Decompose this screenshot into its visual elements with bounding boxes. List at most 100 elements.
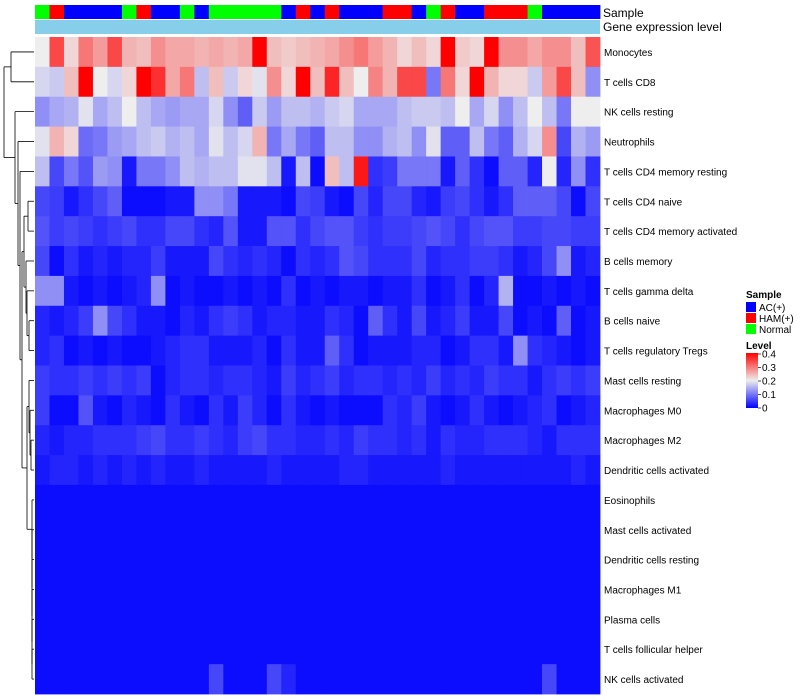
row-label: NK cells resting: [604, 108, 673, 119]
sample-annotation-cell: [571, 5, 586, 19]
heatmap-cell: [165, 484, 181, 516]
heatmap-cell: [121, 664, 137, 695]
heatmap-cell: [571, 604, 586, 635]
heatmap-cell: [556, 634, 572, 665]
heatmap-cell: [339, 664, 355, 695]
heatmap-cell: [397, 186, 413, 217]
heatmap-cell: [397, 66, 413, 98]
legend-entry-label: HAM(+): [759, 314, 794, 325]
legend-swatch: [746, 302, 756, 312]
heatmap-cell: [397, 484, 413, 516]
heatmap-cell: [281, 604, 297, 635]
heatmap-cell: [136, 37, 152, 68]
heatmap-cell: [179, 186, 195, 217]
heatmap-cell: [513, 305, 528, 337]
heatmap-cell: [542, 365, 557, 396]
heatmap-cell: [527, 604, 543, 635]
heatmap-cell: [571, 484, 586, 516]
heatmap-cell: [455, 604, 471, 635]
heatmap-cell: [585, 395, 601, 426]
heatmap-cell: [136, 425, 152, 456]
heatmap-cell: [150, 395, 166, 426]
sample-annotation-cell: [281, 5, 297, 19]
heatmap-cell: [469, 275, 485, 307]
heatmap-cell: [368, 574, 384, 605]
heatmap-cell: [165, 246, 181, 277]
heatmap-cell: [92, 634, 108, 665]
heatmap-cell: [455, 156, 471, 187]
sample-annotation-cell: [397, 5, 413, 19]
heatmap-cell: [63, 305, 79, 337]
heatmap-cell: [281, 664, 297, 695]
heatmap-cell: [571, 425, 586, 456]
heatmap-cell: [78, 186, 94, 217]
sample-annotation-cell: [585, 5, 601, 19]
heatmap-cell: [281, 544, 297, 575]
heatmap-cell: [136, 305, 152, 337]
heatmap-cell: [440, 156, 456, 187]
heatmap-cell: [310, 37, 326, 68]
heatmap-cell: [513, 395, 528, 426]
legend-level-tick-label: 0.4: [762, 350, 776, 361]
heatmap-cell: [295, 66, 311, 98]
heatmap-cell: [426, 156, 442, 187]
heatmap-cell: [194, 395, 210, 426]
heatmap-cell: [49, 66, 65, 98]
sample-annotation-cell: [556, 5, 572, 19]
heatmap-cell: [440, 246, 456, 277]
heatmap-cell: [121, 395, 137, 426]
heatmap-cell: [455, 395, 471, 426]
heatmap-cell: [513, 574, 528, 605]
heatmap-cell: [513, 275, 528, 307]
heatmap-cell: [556, 544, 572, 575]
heatmap-cell: [63, 186, 79, 217]
heatmap-cell: [223, 126, 239, 157]
heatmap-cell: [426, 96, 442, 127]
row-label: Mast cells activated: [604, 526, 691, 537]
heatmap-cell: [368, 544, 384, 575]
heatmap-cell: [92, 156, 108, 187]
heatmap-cell: [237, 514, 253, 546]
heatmap-cell: [237, 275, 253, 307]
heatmap-cell: [35, 365, 50, 396]
heatmap-cell: [571, 126, 586, 157]
heatmap-cell: [455, 455, 471, 486]
heatmap-cell: [310, 66, 326, 98]
heatmap-cell: [571, 186, 586, 217]
sample-annotation-cell: [353, 5, 369, 19]
heatmap-cell: [440, 395, 456, 426]
heatmap-cell: [556, 365, 572, 396]
sample-annotation-cell: [310, 5, 326, 19]
heatmap-cell: [353, 156, 369, 187]
heatmap-cell: [455, 305, 471, 337]
heatmap-cell: [208, 216, 224, 247]
heatmap-cell: [150, 126, 166, 157]
heatmap-cell: [194, 37, 210, 68]
row-label: Dendritic cells activated: [604, 466, 709, 477]
heatmap-cell: [571, 216, 586, 247]
heatmap-cell: [49, 455, 65, 486]
sample-annotation-track: [35, 5, 601, 19]
heatmap-cell: [353, 365, 369, 396]
heatmap-cell: [266, 484, 282, 516]
heatmap-cell: [324, 186, 340, 217]
sample-annotation-cell: [223, 5, 239, 19]
heatmap-cell: [556, 156, 572, 187]
heatmap-cell: [295, 246, 311, 277]
heatmap-cell: [194, 634, 210, 665]
row-label: T cells CD8: [604, 78, 656, 89]
heatmap-cell: [556, 335, 572, 366]
heatmap-cell: [92, 96, 108, 127]
heatmap-cell: [78, 96, 94, 127]
heatmap-cell: [150, 96, 166, 127]
heatmap-cell: [237, 425, 253, 456]
heatmap-cell: [310, 275, 326, 307]
heatmap-cell: [324, 484, 340, 516]
heatmap-cell: [484, 275, 499, 307]
heatmap-cell: [92, 66, 108, 98]
heatmap-cell: [382, 455, 398, 486]
heatmap-cell: [78, 275, 94, 307]
heatmap-cell: [179, 514, 195, 546]
heatmap-cell: [368, 514, 384, 546]
heatmap-cell: [556, 186, 572, 217]
